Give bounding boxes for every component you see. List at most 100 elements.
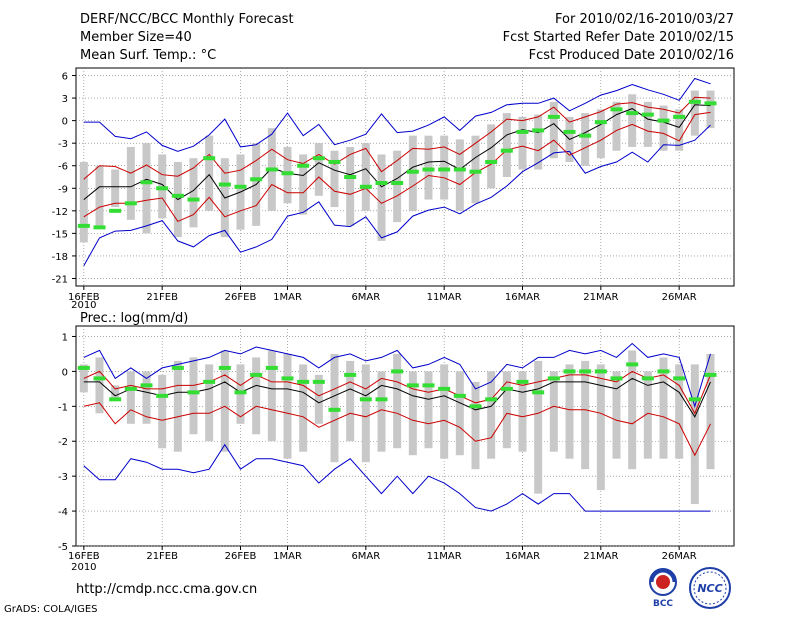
spread-box [220,350,229,452]
forecast-marker [438,167,451,172]
spread-box [393,150,402,223]
spread-box [267,350,276,442]
forecast-marker [250,177,263,182]
plot-frame [75,67,735,287]
y-tick-label: -12 [52,207,68,218]
plot-frame [75,325,735,547]
forecast-marker [641,376,654,381]
spread-box [518,371,527,452]
forecast-marker [265,365,278,370]
spread-box [487,124,496,189]
y-tick-label: -3 [58,472,68,483]
x-tick-label: 6MAR [351,292,380,303]
forecast-marker [297,379,310,384]
spread-box [690,364,699,505]
spread-box [314,374,323,424]
forecast-marker [469,169,482,174]
spread-box [424,371,433,449]
forecast-marker [93,225,106,230]
forecast-marker [422,167,435,172]
spread-box [361,143,370,211]
spread-box [565,364,574,459]
forecast-marker [234,184,247,189]
x-tick-label: 6MAR [351,551,380,562]
spread-box [283,353,292,459]
spread-box [675,364,684,459]
spread-box [628,350,637,470]
y-tick-label: -6 [58,162,68,173]
spread-box [126,146,135,220]
forecast-marker [626,362,639,367]
start-date: Fcst Started Refer Date 2010/02/15 [502,30,734,45]
spread-box [189,357,198,435]
forecast-marker [281,171,294,176]
y-tick-label: -9 [58,184,68,195]
source-url[interactable]: http://cmdp.ncc.cma.gov.cn [76,582,258,597]
forecast-marker [406,169,419,174]
forecast-marker [485,397,498,402]
forecast-marker [297,163,310,168]
spread-box [659,357,668,459]
y-tick-label: -3 [58,139,68,150]
forecast-marker [218,365,231,370]
min-line [83,443,711,512]
spread-box [377,154,386,241]
spread-box [471,381,480,470]
forecast-marker [171,365,184,370]
x-tick-label: 16MAR [505,292,540,303]
min-line [83,124,711,266]
panel-1: 16FEB 21FEB 26FEB 1MAR 6MAR 11MAR 16MAR 21MAR 26… [58,325,735,573]
forecast-marker [328,407,341,412]
spread-box [596,364,605,491]
grads-credit: GrADS: COLA/IGES [4,604,98,615]
ncc-logo-text: NCC [697,582,722,595]
x-tick-label: 21MAR [583,551,618,562]
y-tick-label: -1 [58,402,68,413]
panel-0: 16FEB 21FEB 26FEB 1MAR 6MAR 11MAR 16MAR 21MAR 26… [52,67,735,311]
spread-box [675,109,684,151]
spread-box [549,371,558,452]
forecast-marker [532,128,545,133]
spread-box [205,135,214,211]
forecast-marker [547,114,560,119]
spread-box [581,113,590,166]
forecast-marker [187,197,200,202]
y-tick-label: 3 [62,94,68,105]
forecast-marker [281,376,294,381]
spread-box [596,109,605,159]
forecast-marker [124,201,137,206]
forecast-marker [359,184,372,189]
x-tick-label: 11MAR [427,292,462,303]
spread-box [252,357,261,435]
max-line [83,77,711,152]
spread-box [314,143,323,196]
spread-box [612,371,621,459]
x-tick-label: 26FEB [225,551,257,562]
forecast-marker [579,369,592,374]
forecast-marker [610,376,623,381]
x-tick-label: 26MAR [662,551,697,562]
spread-box [690,90,699,136]
x-year-label: 2010 [71,300,96,311]
forecast-marker [500,386,513,391]
variable-label: Mean Surf. Temp.: °C [80,48,217,63]
member-size: Member Size=40 [80,30,192,45]
forecast-marker [312,156,325,161]
y-tick-label: -5 [58,542,68,553]
x-tick-label: 11MAR [427,551,462,562]
y-tick-label: 0 [62,367,68,378]
x-year-label: 2010 [71,562,96,573]
spread-box [643,371,652,459]
forecast-marker [391,369,404,374]
spread-box [455,139,464,211]
forecast-marker [171,193,184,198]
spread-box [158,374,167,449]
chart-title: DERF/NCC/BCC Monthly Forecast [80,12,294,27]
forecast-period: For 2010/02/16-2010/03/27 [555,12,734,27]
x-tick-label: 21MAR [583,292,618,303]
forecast-marker [234,390,247,395]
forecast-marker [375,397,388,402]
forecast-marker [375,181,388,186]
forecast-marker [218,182,231,187]
